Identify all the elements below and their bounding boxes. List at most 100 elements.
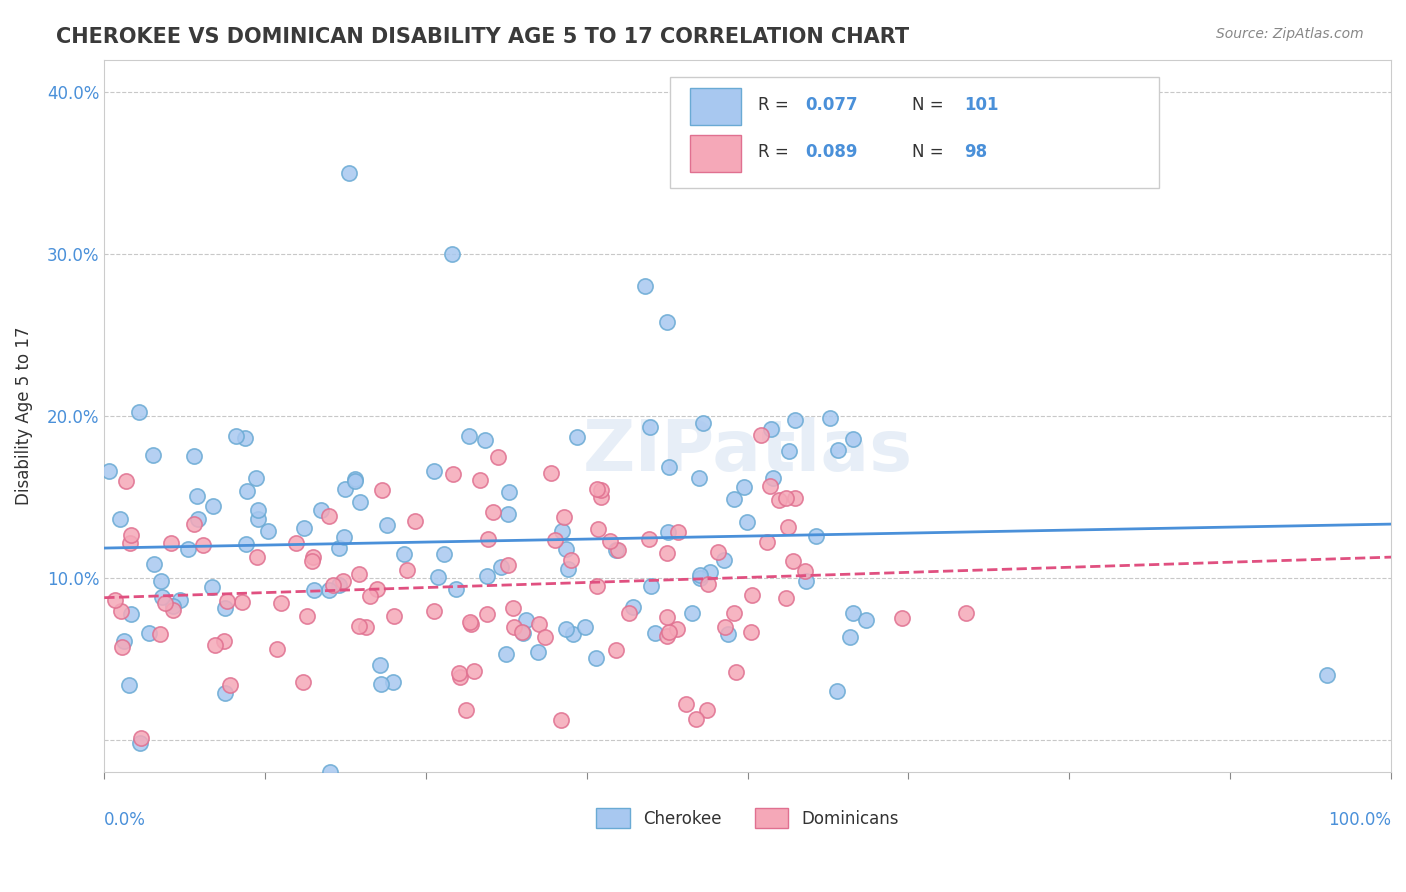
Point bbox=[778, 519, 800, 533]
Point bbox=[827, 442, 849, 457]
Point bbox=[349, 494, 371, 508]
Point bbox=[495, 648, 517, 662]
Point bbox=[108, 512, 131, 526]
Point bbox=[162, 602, 184, 616]
Point bbox=[245, 471, 267, 485]
Point bbox=[555, 541, 578, 556]
Point bbox=[449, 666, 471, 681]
Point bbox=[129, 731, 152, 746]
Point bbox=[150, 574, 173, 588]
Point bbox=[270, 596, 292, 610]
Point bbox=[482, 505, 505, 519]
Point bbox=[515, 614, 537, 628]
Point bbox=[540, 466, 562, 480]
Point bbox=[640, 579, 662, 593]
Point bbox=[585, 483, 607, 497]
Point bbox=[697, 576, 720, 591]
Point bbox=[589, 483, 612, 498]
Text: ZIPatlas: ZIPatlas bbox=[582, 417, 912, 486]
Point bbox=[550, 714, 572, 728]
Point bbox=[426, 570, 449, 584]
Point bbox=[804, 529, 827, 543]
Point bbox=[512, 626, 534, 640]
Point bbox=[231, 595, 253, 609]
Point bbox=[585, 650, 607, 665]
Point bbox=[319, 765, 342, 780]
Point bbox=[371, 483, 394, 498]
Point bbox=[634, 279, 657, 293]
Point bbox=[782, 554, 804, 568]
Point bbox=[246, 550, 269, 565]
Point bbox=[266, 642, 288, 657]
Text: 0.089: 0.089 bbox=[806, 144, 858, 161]
Point bbox=[359, 589, 381, 603]
Point bbox=[396, 563, 419, 577]
Point bbox=[785, 413, 807, 427]
Point bbox=[496, 508, 519, 522]
Point bbox=[475, 607, 498, 621]
Point bbox=[842, 432, 865, 446]
Point bbox=[149, 626, 172, 640]
Point bbox=[550, 524, 572, 539]
Point bbox=[842, 606, 865, 620]
Point bbox=[440, 247, 463, 261]
Point bbox=[114, 474, 136, 488]
Point bbox=[723, 606, 745, 620]
Point bbox=[169, 593, 191, 607]
Point bbox=[423, 464, 446, 478]
Point bbox=[713, 553, 735, 567]
Point bbox=[309, 503, 332, 517]
Point bbox=[457, 428, 479, 442]
Point bbox=[675, 697, 697, 711]
Point bbox=[337, 166, 360, 180]
Point bbox=[477, 532, 499, 546]
Point bbox=[655, 315, 678, 329]
Text: 98: 98 bbox=[963, 144, 987, 161]
Point bbox=[534, 630, 557, 644]
Point bbox=[236, 484, 259, 499]
Point bbox=[318, 583, 340, 598]
Point bbox=[183, 517, 205, 532]
Legend: Cherokee, Dominicans: Cherokee, Dominicans bbox=[589, 801, 905, 835]
Point bbox=[301, 549, 323, 564]
Point bbox=[193, 538, 215, 552]
Point bbox=[491, 560, 513, 574]
Point bbox=[689, 571, 711, 585]
Point bbox=[1316, 668, 1339, 682]
Point bbox=[225, 428, 247, 442]
Point bbox=[153, 596, 176, 610]
Point bbox=[366, 582, 388, 596]
Point bbox=[655, 629, 678, 643]
Point bbox=[301, 554, 323, 568]
Point bbox=[118, 535, 141, 549]
Point bbox=[778, 443, 800, 458]
Point bbox=[526, 645, 548, 659]
Text: Source: ZipAtlas.com: Source: ZipAtlas.com bbox=[1216, 27, 1364, 41]
Point bbox=[553, 509, 575, 524]
Point bbox=[201, 580, 224, 594]
Point bbox=[658, 624, 681, 639]
Point bbox=[344, 475, 367, 489]
Point bbox=[759, 479, 782, 493]
FancyBboxPatch shape bbox=[671, 78, 1160, 188]
Point bbox=[775, 491, 797, 505]
Point bbox=[574, 620, 596, 634]
Point bbox=[257, 524, 280, 539]
Text: N =: N = bbox=[912, 144, 949, 161]
Point bbox=[723, 491, 745, 506]
Point bbox=[117, 678, 139, 692]
Point bbox=[502, 620, 524, 634]
Point bbox=[218, 678, 240, 692]
Point bbox=[818, 410, 841, 425]
Point bbox=[585, 579, 607, 593]
Point bbox=[685, 712, 707, 726]
Point bbox=[354, 620, 377, 634]
Point bbox=[404, 514, 426, 528]
Point bbox=[735, 515, 758, 529]
Point bbox=[212, 633, 235, 648]
Text: 101: 101 bbox=[963, 96, 998, 114]
Point bbox=[699, 565, 721, 579]
Point bbox=[749, 427, 772, 442]
Point bbox=[150, 590, 173, 604]
Point bbox=[586, 522, 609, 536]
